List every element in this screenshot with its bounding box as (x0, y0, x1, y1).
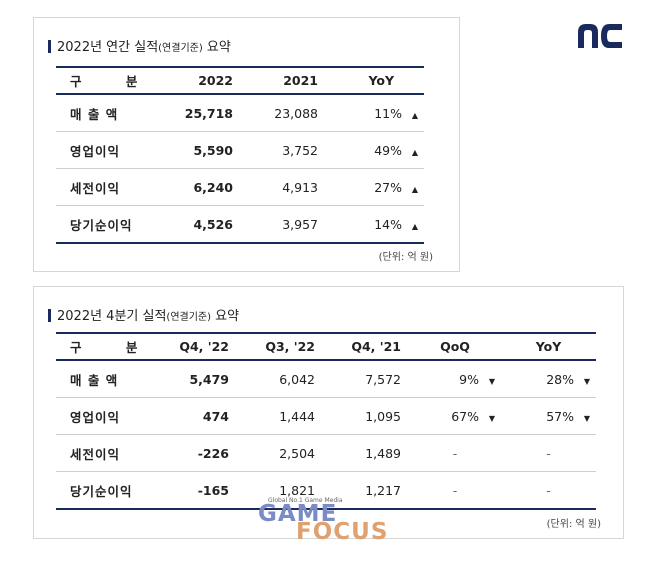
gamefocus-watermark: Global No.1 Game Media GAME FOCUS (258, 497, 408, 552)
value-qoq: 9% ▼ (459, 371, 495, 387)
value-2021: 23,088 (274, 105, 318, 121)
header-2022: 2022 (198, 73, 233, 88)
value-2022: 25,718 (184, 105, 233, 121)
value-q4-22: -165 (197, 482, 229, 498)
value-2021: 4,913 (282, 179, 318, 195)
value-yoy: 57% ▼ (546, 408, 590, 424)
table-row: 세전이익 6,240 4,913 27% ▲ (56, 169, 424, 206)
row-label: 매 출 액 (70, 106, 119, 122)
value-q4-22: 5,479 (189, 371, 229, 387)
value-q3-22: 2,504 (279, 445, 315, 461)
row-label: 당기순이익 (70, 483, 133, 499)
header-yoy: YoY (535, 339, 562, 354)
down-arrow-icon: ▼ (583, 376, 590, 386)
up-arrow-icon: ▲ (411, 110, 418, 120)
title-accent-bar (48, 40, 51, 53)
value-qoq: 67% ▼ (451, 408, 495, 424)
header-q4-22: Q4, '22 (179, 339, 229, 354)
annual-summary-table: 구 분 2022 2021 YoY 매 출 액 25,718 23,088 11… (56, 66, 424, 244)
table-row: 매 출 액 5,479 6,042 7,572 9% ▼ 28% ▼ (56, 360, 596, 398)
table-row: 세전이익 -226 2,504 1,489 - - (56, 435, 596, 472)
row-label: 영업이익 (70, 143, 121, 159)
value-q4-22: 474 (202, 408, 229, 424)
header-q3-22: Q3, '22 (265, 339, 315, 354)
row-label: 세전이익 (70, 446, 121, 462)
up-arrow-icon: ▲ (411, 147, 418, 157)
nc-logo (578, 24, 622, 48)
down-arrow-icon: ▼ (583, 413, 590, 423)
table-row: 당기순이익 -165 1,821 1,217 - - (56, 472, 596, 509)
value-2021: 3,957 (282, 216, 318, 232)
down-arrow-icon: ▼ (488, 413, 495, 423)
row-label: 매 출 액 (70, 372, 119, 388)
value-2022: 5,590 (193, 142, 233, 158)
quarterly-summary-card: 2022년 4분기 실적(연결기준) 요약 구 분 Q4, '22 Q3, '2… (33, 286, 624, 539)
value-q4-21: 7,572 (365, 371, 401, 387)
value-yoy: - (546, 482, 551, 498)
table-row: 영업이익 5,590 3,752 49% ▲ (56, 132, 424, 169)
header-qoq: QoQ (440, 339, 470, 354)
up-arrow-icon: ▲ (411, 184, 418, 194)
value-q4-21: 1,095 (365, 408, 401, 424)
table-row: 영업이익 474 1,444 1,095 67% ▼ 57% ▼ (56, 398, 596, 435)
watermark-game: GAME (258, 501, 338, 527)
annual-summary-title: 2022년 연간 실적(연결기준) 요약 (48, 36, 231, 55)
header-category: 구 분 (70, 340, 138, 355)
row-label: 당기순이익 (70, 217, 133, 233)
header-category: 구 분 (70, 74, 138, 89)
value-yoy: 27% ▲ (374, 179, 418, 195)
value-yoy: 14% ▲ (374, 216, 418, 232)
annual-summary-card: 2022년 연간 실적(연결기준) 요약 구 분 2022 2021 YoY 매… (33, 17, 460, 272)
value-yoy: - (546, 445, 551, 461)
header-yoy: YoY (368, 73, 394, 88)
watermark-focus: FOCUS (296, 519, 389, 545)
value-q4-21: 1,489 (365, 445, 401, 461)
table-row: 당기순이익 4,526 3,957 14% ▲ (56, 206, 424, 243)
value-yoy: 11% ▲ (374, 105, 418, 121)
title-accent-bar (48, 309, 51, 322)
row-label: 세전이익 (70, 180, 121, 196)
quarterly-summary-title: 2022년 4분기 실적(연결기준) 요약 (48, 305, 239, 324)
header-2021: 2021 (283, 73, 318, 88)
unit-note: (단위: 억 원) (546, 519, 601, 530)
quarterly-summary-table: 구 분 Q4, '22 Q3, '22 Q4, '21 QoQ YoY 매 출 … (56, 332, 596, 510)
value-yoy: 49% ▲ (374, 142, 418, 158)
value-2021: 3,752 (282, 142, 318, 158)
value-2022: 6,240 (193, 179, 233, 195)
value-q3-22: 1,444 (279, 408, 315, 424)
table-header-row: 구 분 Q4, '22 Q3, '22 Q4, '21 QoQ YoY (56, 333, 596, 360)
value-qoq: - (452, 445, 458, 461)
table-header-row: 구 분 2022 2021 YoY (56, 67, 424, 94)
value-qoq: - (452, 482, 458, 498)
table-row: 매 출 액 25,718 23,088 11% ▲ (56, 94, 424, 132)
value-q4-21: 1,217 (365, 482, 401, 498)
value-q4-22: -226 (197, 445, 229, 461)
watermark-tagline: Global No.1 Game Media (268, 497, 343, 504)
unit-note: (단위: 억 원) (378, 252, 433, 263)
header-q4-21: Q4, '21 (351, 339, 401, 354)
value-q3-22: 6,042 (279, 371, 315, 387)
value-q3-22: 1,821 (279, 482, 315, 498)
down-arrow-icon: ▼ (488, 376, 495, 386)
up-arrow-icon: ▲ (411, 221, 418, 231)
value-yoy: 28% ▼ (546, 371, 590, 387)
row-label: 영업이익 (70, 409, 121, 425)
value-2022: 4,526 (193, 216, 233, 232)
